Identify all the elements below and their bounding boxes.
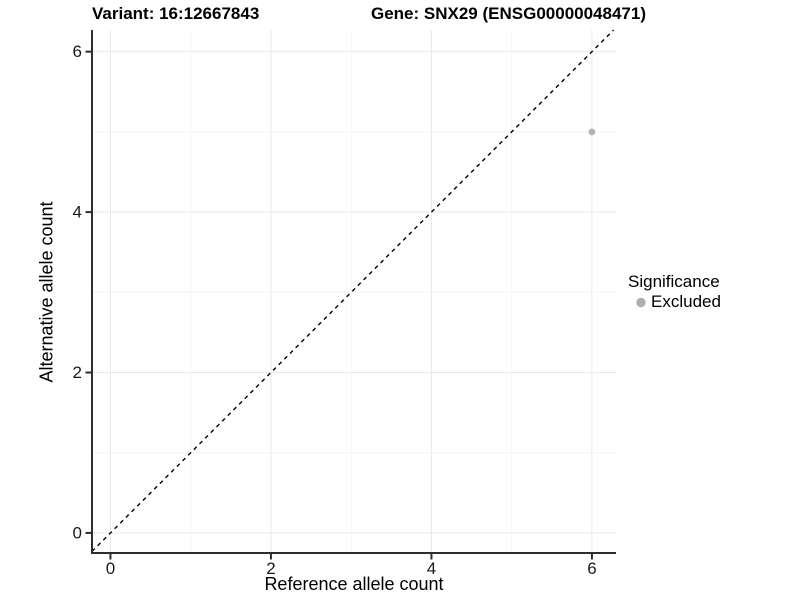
data-point-excluded — [588, 128, 596, 136]
y-tick-label: 4 — [73, 203, 82, 222]
legend-item-excluded: Excluded — [628, 292, 721, 311]
x-tick-label: 2 — [266, 559, 275, 578]
identity-line — [91, 29, 615, 552]
gene-title: Gene: SNX29 (ENSG00000048471) — [371, 4, 646, 23]
legend-item-label: Excluded — [651, 292, 721, 311]
legend-key-dot-icon — [636, 297, 646, 308]
x-tick-label: 4 — [427, 559, 436, 578]
y-tick-label: 2 — [73, 363, 82, 382]
legend-title: Significance — [628, 272, 720, 291]
legend: Significance Excluded — [628, 272, 721, 311]
x-tick-label: 0 — [106, 559, 115, 578]
x-tick-label: 6 — [587, 559, 596, 578]
variant-title: Variant: 16:12667843 — [92, 4, 260, 23]
y-tick-label: 0 — [73, 523, 82, 542]
x-axis-title: Reference allele count — [264, 574, 444, 594]
y-tick-label: 6 — [73, 42, 82, 61]
axis-lines — [91, 30, 616, 554]
y-axis-title: Alternative allele count — [36, 201, 57, 383]
